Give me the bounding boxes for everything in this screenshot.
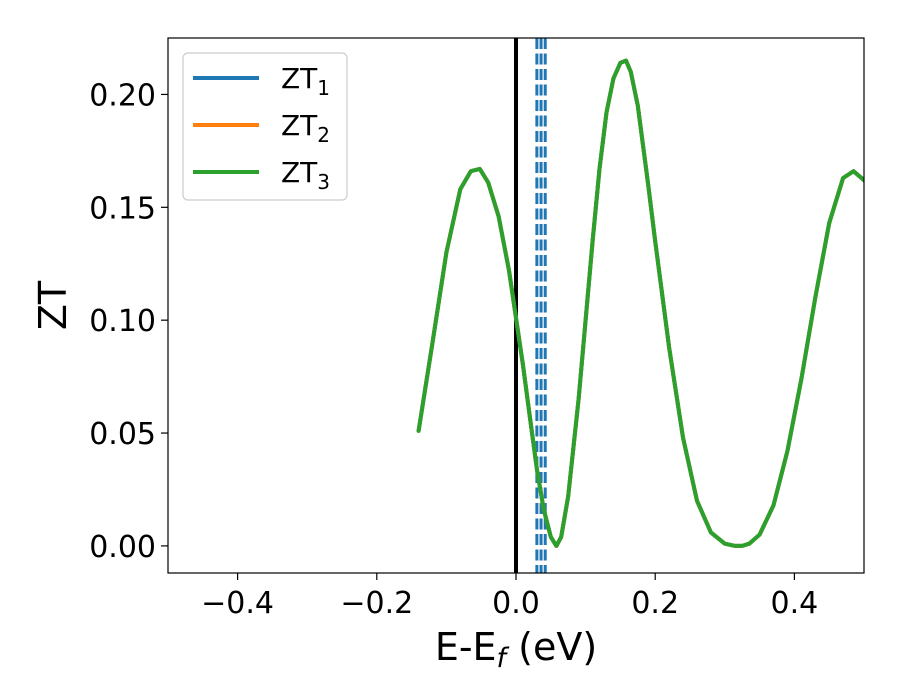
legend-box — [182, 52, 348, 201]
x-tick-label: 0.0 — [492, 586, 540, 621]
x-tick-label: −0.2 — [340, 586, 413, 621]
y-tick-label: 0.15 — [89, 191, 156, 226]
y-tick-label: 0.05 — [89, 417, 156, 452]
x-tick-label: 0.4 — [771, 586, 819, 621]
legend-label: ZT3 — [281, 156, 330, 194]
y-tick-label: 0.10 — [89, 304, 156, 339]
series-line-zt3 — [416, 58, 864, 548]
legend-label: ZT2 — [281, 109, 330, 147]
x-axis-label: E-Ef (eV) — [435, 625, 597, 674]
x-tick-label: −0.4 — [201, 586, 274, 621]
x-tick-label: 0.2 — [631, 586, 679, 621]
y-axis-label: ZT — [31, 280, 75, 330]
y-tick-label: 0.20 — [89, 78, 156, 113]
y-tick-label: 0.00 — [89, 530, 156, 565]
legend-label: ZT1 — [281, 62, 330, 100]
